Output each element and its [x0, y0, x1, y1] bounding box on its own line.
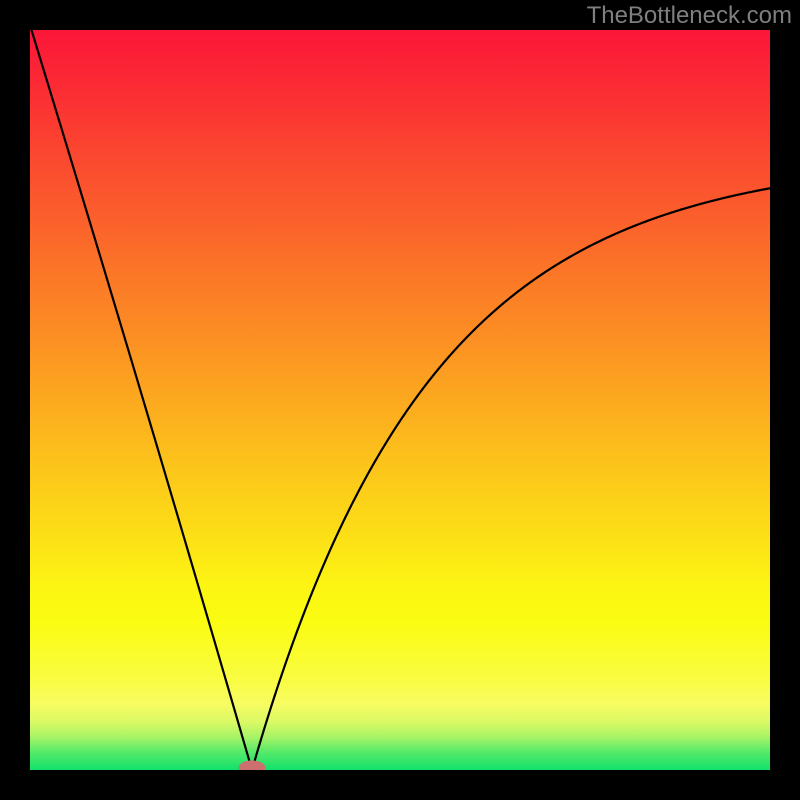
bottleneck-chart: [30, 30, 770, 770]
gradient-background: [30, 30, 770, 770]
chart-container: TheBottleneck.com: [0, 0, 800, 800]
watermark-text: TheBottleneck.com: [587, 2, 792, 30]
